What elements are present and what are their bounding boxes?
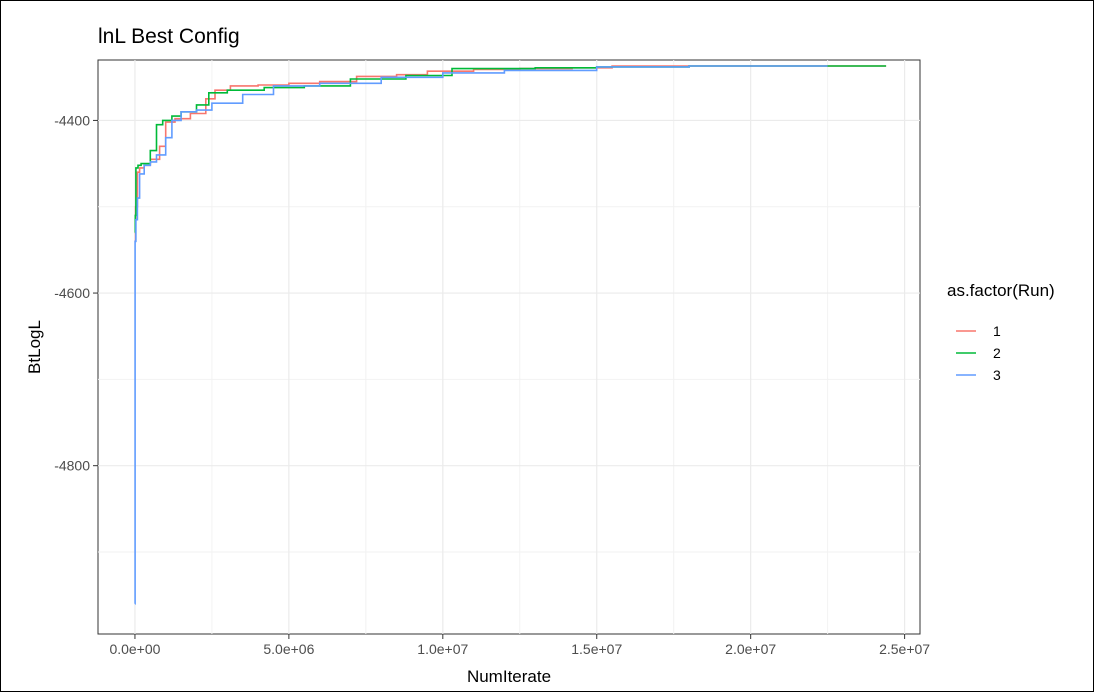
x-tick-label: 5.0e+06 bbox=[263, 641, 314, 657]
chart-title: lnL Best Config bbox=[98, 25, 240, 48]
y-tick-label: -4400 bbox=[54, 112, 90, 128]
y-axis-title: BtLogL bbox=[25, 320, 44, 374]
axis-ticks: 0.0e+00 5.0e+06 1.0e+07 1.5e+07 2.0e+07 2.5e+… bbox=[54, 112, 930, 657]
plot-panel bbox=[97, 59, 921, 635]
x-tick-label: 2.0e+07 bbox=[725, 641, 776, 657]
x-tick-label: 1.0e+07 bbox=[417, 641, 468, 657]
x-tick-label: 2.5e+07 bbox=[879, 641, 930, 657]
legend: as.factor(Run) 1 2 3 bbox=[947, 281, 1055, 383]
y-tick-label: -4800 bbox=[54, 458, 90, 474]
legend-label-3: 3 bbox=[993, 367, 1001, 383]
series-lines bbox=[134, 65, 887, 605]
legend-items: 1 2 3 bbox=[956, 323, 1001, 383]
series-line-2 bbox=[134, 65, 887, 234]
legend-title: as.factor(Run) bbox=[947, 281, 1055, 300]
x-axis-title: NumIterate bbox=[467, 667, 551, 686]
legend-label-1: 1 bbox=[993, 323, 1001, 339]
x-tick-label: 1.5e+07 bbox=[571, 641, 622, 657]
x-tick-label: 0.0e+00 bbox=[109, 641, 160, 657]
series-line-3 bbox=[134, 65, 828, 605]
y-tick-label: -4600 bbox=[54, 285, 90, 301]
grid-lines bbox=[98, 60, 920, 634]
legend-label-2: 2 bbox=[993, 345, 1001, 361]
